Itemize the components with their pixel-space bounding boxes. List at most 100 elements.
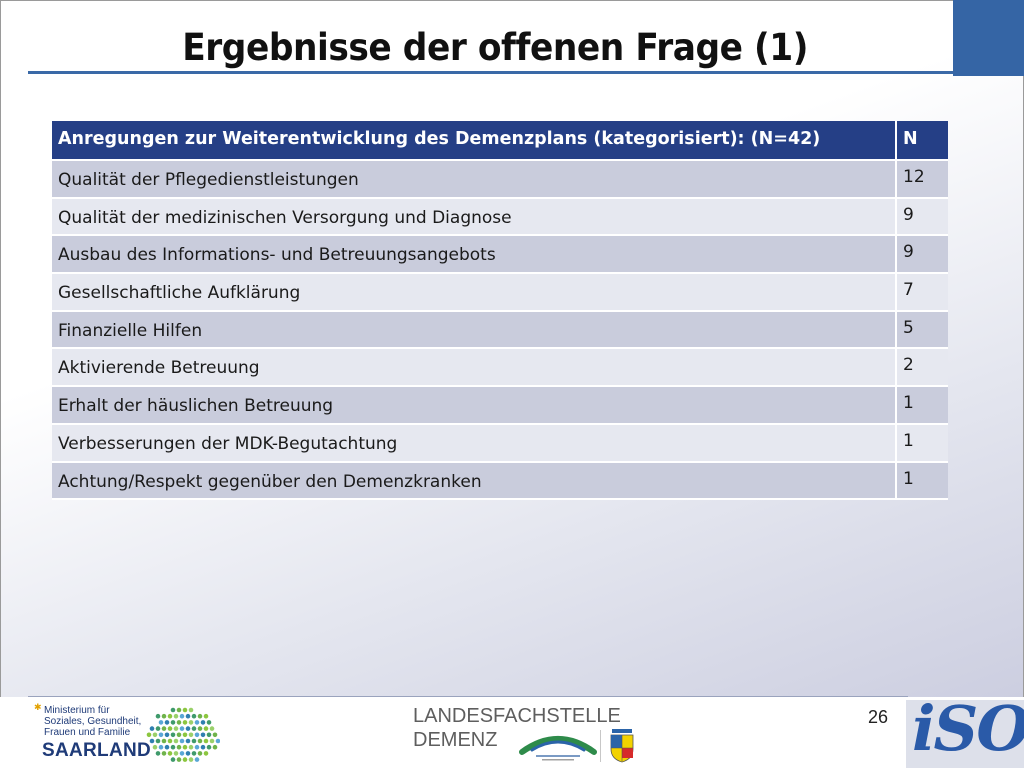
logo-dot (167, 713, 173, 719)
iso-logo-box (906, 700, 1024, 768)
logo-dot (173, 726, 179, 731)
row-label: Verbesserungen der MDK-Begutachtung (52, 424, 897, 463)
table-row: Erhalt der häuslichen Betreuung 1 (52, 387, 948, 425)
logo-dot (200, 744, 206, 750)
logo-dot (200, 732, 206, 738)
landesfachstelle-logo: LANDESFACHSTELLE DEMENZ (413, 704, 621, 752)
table-row: Aktivierende Betreuung 2 (52, 349, 948, 388)
logo-dot (179, 751, 185, 756)
row-label: Achtung/Respekt gegenüber den Demenzkran… (52, 462, 897, 501)
table-header-row: Anregungen zur Weiterentwicklung des Dem… (52, 121, 948, 161)
logo-dot (149, 726, 155, 731)
row-label: Ausbau des Informations- und Betreuungsa… (52, 236, 897, 275)
logo-divider (600, 730, 601, 762)
table-header-n: N (897, 121, 948, 161)
logo-dot (203, 751, 209, 756)
row-count: 1 (897, 387, 948, 425)
logo-dot (209, 738, 215, 744)
logo-dot (200, 720, 206, 725)
logo-dot (206, 720, 212, 725)
demenz-arc-logo-icon (519, 736, 597, 761)
row-label: Erhalt der häuslichen Betreuung (52, 387, 897, 425)
logo-dot (152, 732, 158, 738)
logo-dot (158, 732, 164, 738)
logo-dot (206, 744, 212, 750)
logo-dot (212, 744, 218, 750)
logo-dot (170, 707, 176, 713)
logo-dot (164, 732, 170, 738)
logo-dot (176, 757, 182, 762)
logo-dot (203, 726, 209, 731)
slide-title: Ergebnisse der offenen Frage (1) (182, 26, 809, 69)
table-row: Gesellschaftliche Aufklärung 7 (52, 274, 948, 312)
logo-dot (176, 720, 182, 725)
logo-dot (161, 751, 167, 756)
corner-accent-block (953, 0, 1024, 76)
logo-dot (191, 738, 197, 744)
row-count: 9 (897, 198, 948, 237)
logo-dot (158, 744, 164, 750)
logo-dot (188, 744, 194, 750)
logo-dot (197, 738, 203, 744)
logo-dot (152, 744, 158, 750)
coat-of-arms-icon (610, 729, 634, 763)
logo-dot (203, 713, 209, 719)
logo-dot (194, 757, 200, 762)
logo-dot (170, 757, 176, 762)
logo-dot (164, 720, 170, 725)
row-count: 2 (897, 349, 948, 388)
logo-dot (161, 738, 167, 744)
logo-dot (146, 732, 152, 738)
row-label: Aktivierende Betreuung (52, 349, 897, 388)
logo-dot (215, 738, 220, 744)
logo-dot (182, 744, 188, 750)
logo-dot (197, 713, 203, 719)
footer-divider (28, 696, 908, 697)
logo-dot (212, 732, 218, 738)
landes-line-1: LANDESFACHSTELLE (413, 705, 621, 727)
logo-dot (185, 751, 191, 756)
saarland-wordmark: SAARLAND (42, 740, 152, 761)
logo-dot (155, 713, 161, 719)
logo-dot (179, 738, 185, 744)
row-count: 1 (897, 424, 948, 463)
logo-dot (206, 732, 212, 738)
logo-dot (170, 744, 176, 750)
logo-dot (170, 720, 176, 725)
table-header-label: Anregungen zur Weiterentwicklung des Dem… (52, 121, 897, 161)
logo-dot (182, 757, 188, 762)
logo-dot (149, 738, 155, 744)
logo-dot (164, 744, 170, 750)
logo-dot (161, 726, 167, 731)
dotted-map-logo-icon (146, 707, 220, 762)
logo-dot (185, 713, 191, 719)
footer-bar (0, 697, 1024, 768)
iso-logo: iSO (912, 692, 1024, 765)
logo-dot (173, 713, 179, 719)
table-row: Ausbau des Informations- und Betreuungsa… (52, 236, 948, 275)
logo-dot (176, 707, 182, 713)
ministry-line: Frauen und Familie (44, 727, 131, 738)
row-count: 12 (897, 161, 948, 199)
logo-dot (182, 720, 188, 725)
logo-dot (188, 720, 194, 725)
logo-dot (161, 713, 167, 719)
logo-dot (197, 751, 203, 756)
table-row: Qualität der Pflegedienstleistungen 12 (52, 161, 948, 199)
logo-dot (203, 738, 209, 744)
logo-dot (155, 738, 161, 744)
row-label: Qualität der medizinischen Versorgung un… (52, 198, 897, 237)
logo-dot (185, 726, 191, 731)
logo-dot (173, 751, 179, 756)
logo-dot (191, 713, 197, 719)
table-row: Verbesserungen der MDK-Begutachtung 1 (52, 424, 948, 463)
logo-dot (188, 757, 194, 762)
logo-dot (170, 732, 176, 738)
table-row: Qualität der medizinischen Versorgung un… (52, 198, 948, 237)
logo-dot (167, 726, 173, 731)
logo-dot (194, 732, 200, 738)
logo-dot (191, 751, 197, 756)
logo-dot (197, 726, 203, 731)
logo-dot (188, 707, 194, 713)
logo-dot (155, 726, 161, 731)
